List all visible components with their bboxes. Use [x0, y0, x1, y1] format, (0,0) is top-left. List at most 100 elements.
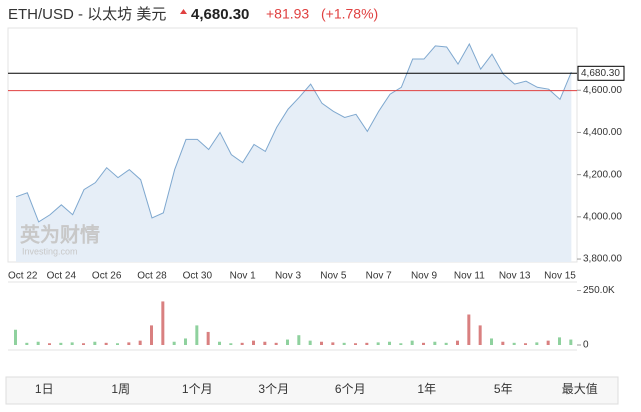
y-tick-label: 4,200.00: [583, 169, 622, 180]
volume-bar: [195, 325, 199, 345]
x-tick-label: Nov 11: [454, 271, 485, 282]
y-tick-label: 250.0K: [583, 285, 615, 296]
volume-bar: [410, 340, 414, 345]
volume-bar: [70, 342, 74, 345]
range-button-label[interactable]: 1日: [35, 382, 54, 396]
volume-bar: [388, 341, 391, 345]
volume-bar: [354, 343, 357, 345]
x-tick-label: Oct 22: [8, 271, 38, 282]
range-button-label[interactable]: 最大值: [562, 381, 598, 396]
volume-bar: [433, 341, 437, 345]
volume-bar: [501, 341, 505, 345]
range-button[interactable]: 3个月: [236, 377, 313, 404]
volume-bar: [25, 342, 29, 345]
volume-bar: [342, 342, 346, 345]
volume-bar: [320, 341, 323, 345]
volume-bar: [376, 342, 380, 345]
volume-bar: [218, 341, 221, 345]
volume-bar: [229, 343, 233, 345]
y-tick-label: 4,000.00: [583, 211, 622, 222]
up-arrow: [180, 9, 187, 14]
volume-bar: [535, 342, 539, 345]
x-tick-label: Nov 9: [411, 271, 438, 282]
change: +81.93: [266, 6, 309, 22]
volume-bar: [14, 329, 17, 345]
price-line: [15, 42, 572, 223]
volume-bar: [297, 335, 301, 345]
volume-bar: [240, 342, 244, 345]
last-price-box: [577, 65, 625, 81]
volume-bar: [422, 342, 425, 345]
range-button-label[interactable]: 1个月: [182, 382, 213, 396]
volume-bar: [36, 341, 40, 345]
x-tick-label: Oct 28: [137, 271, 167, 282]
area: [16, 44, 572, 262]
volume-bar: [172, 341, 176, 345]
plots: 3,800.00 4,000.00 4,200.00 4,400.00 4,600.00…: [8, 42, 625, 351]
volume-bar: [59, 342, 63, 345]
volume-bar: [399, 343, 403, 345]
volume-bar: [512, 342, 516, 345]
range-button[interactable]: 1周: [83, 377, 160, 404]
volume-bar: [308, 340, 312, 345]
volume-bar: [48, 343, 51, 345]
range-buttons: 1日 1周 1个月 3个月 6个月 1年 5年 最大值: [6, 377, 619, 404]
volume-bar: [444, 342, 448, 345]
volume-bar: [150, 325, 153, 345]
volume-bar: [161, 301, 165, 345]
range-button-label[interactable]: 3个月: [258, 382, 289, 396]
volume-bar: [546, 340, 550, 345]
x-tick-label: Nov 3: [275, 271, 302, 282]
range-button[interactable]: 最大值: [542, 377, 619, 404]
range-button[interactable]: 1日: [6, 377, 83, 404]
volume-bar: [467, 314, 471, 345]
y-tick-label: 4,400.00: [583, 127, 622, 138]
volume-bar: [286, 339, 289, 345]
volume-bar: [93, 341, 97, 345]
x-tick-label: Oct 30: [183, 271, 213, 282]
volume-bar: [365, 342, 369, 345]
volume-bar: [184, 338, 187, 345]
last-price-label: 4,680.30: [581, 68, 620, 79]
volume-bar: [104, 342, 108, 345]
watermark-site: Investing.com: [22, 246, 78, 256]
x-tick-label: Nov 7: [366, 271, 393, 282]
y-tick-label: 4,600.00: [583, 85, 622, 96]
volume-bar: [569, 339, 573, 345]
volume-bar: [252, 340, 255, 345]
y-tick-label: 0: [583, 340, 589, 351]
range-button[interactable]: 5年: [465, 377, 542, 404]
volume-bar: [127, 342, 131, 345]
range-button-label[interactable]: 1年: [417, 382, 436, 396]
volume-bar: [331, 342, 335, 345]
volume-bar: [456, 340, 459, 345]
range-button[interactable]: 1个月: [159, 377, 236, 404]
x-tick-label: Nov 1: [230, 271, 257, 282]
range-button-label[interactable]: 5年: [494, 382, 513, 396]
volume-bar: [478, 325, 482, 345]
volume-bar: [138, 340, 142, 345]
watermark-brand: 英为财情: [20, 222, 100, 246]
title: ETH/USD - 以太坊 美元: [8, 6, 166, 23]
volume-bar: [274, 342, 278, 345]
range-button[interactable]: 6个月: [312, 377, 389, 404]
x-tick-label: Oct 26: [92, 271, 122, 282]
x-tick-label: Nov 13: [499, 271, 531, 282]
y-tick-label: 3,800.00: [583, 254, 622, 265]
price: 4,680.30: [191, 6, 249, 23]
range-button[interactable]: 1年: [389, 377, 466, 404]
range-button-label[interactable]: 1周: [111, 382, 130, 396]
volume-bar: [263, 341, 267, 345]
volume-bar: [558, 337, 561, 345]
volume-bar: [82, 343, 85, 345]
volume-bar: [116, 343, 119, 345]
x-tick-label: Oct 24: [47, 271, 77, 282]
volume-bar: [490, 338, 493, 345]
range-bar: [5, 376, 619, 405]
volume-bar: [206, 331, 210, 345]
x-tick-label: Nov 15: [544, 271, 576, 282]
range-button-label[interactable]: 6个月: [335, 382, 366, 396]
volume-bar: [524, 343, 527, 345]
